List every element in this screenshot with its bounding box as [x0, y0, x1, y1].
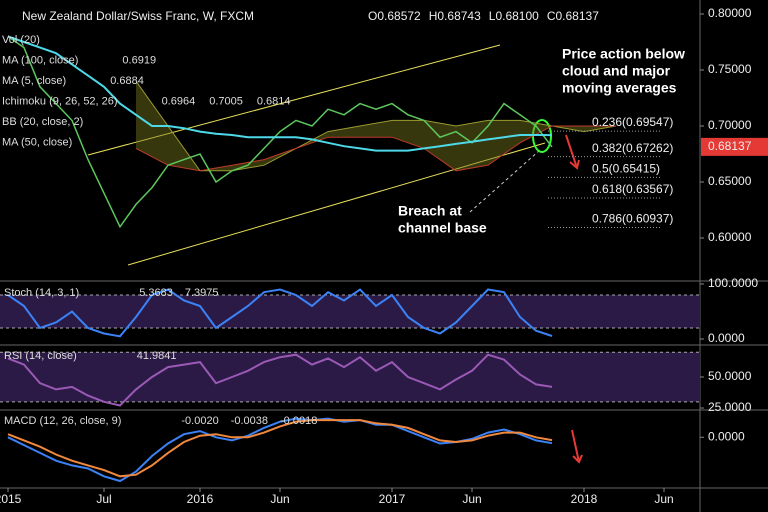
- x-tick-label: Jul: [96, 492, 111, 506]
- fib-label: 0.5(0.65415): [592, 162, 660, 176]
- ohlc-label: C0.68137: [547, 9, 599, 23]
- indicator-name: BB (20, close, 2): [2, 116, 83, 128]
- annotation: cloud and major: [562, 63, 671, 79]
- channel-lines: [87, 44, 546, 266]
- annotation: moving averages: [562, 80, 677, 96]
- series-line: [7, 35, 553, 229]
- last-price-label: 0.68137: [708, 139, 752, 153]
- ohlc-label: H0.68743: [429, 9, 481, 23]
- series-line: [7, 353, 553, 407]
- indicator-reading: 0.6964: [162, 95, 196, 107]
- x-tick-label: Jun: [270, 492, 289, 506]
- chart-title: New Zealand Dollar/Swiss Franc, W, FXCM: [22, 9, 254, 23]
- x-tick-label: 2015: [0, 492, 22, 506]
- indicator-reading: 0.7005: [209, 95, 243, 107]
- panel-name: Stoch (14, 3, 1): [4, 287, 79, 299]
- fib-label: 0.382(0.67262): [592, 141, 673, 155]
- panel-reading: -0.0020: [181, 415, 218, 427]
- ichimoku-cloud: [136, 81, 616, 171]
- x-tick-label: 2018: [571, 492, 598, 506]
- panel-name: MACD (12, 26, close, 9): [4, 415, 121, 427]
- y-tick-label: 0.60000: [708, 230, 752, 244]
- cloud-span-a: [135, 80, 617, 172]
- fib-label: 0.236(0.69547): [592, 115, 673, 129]
- indicator-reading: 0.6884: [110, 75, 144, 87]
- ohlc-label: O0.68572: [368, 9, 421, 23]
- panel-reading: -0.0018: [280, 415, 317, 427]
- series-line: [7, 288, 553, 338]
- y-tick-label: 50.0000: [708, 369, 752, 383]
- panel-reading: -0.0038: [231, 415, 268, 427]
- indicator-name: Vol (20): [2, 34, 40, 46]
- indicator-name: MA (50, close): [2, 136, 72, 148]
- y-tick-label: 0.70000: [708, 118, 752, 132]
- y-tick-label: 0.80000: [708, 6, 752, 20]
- y-tick-label: 25.0000: [708, 400, 752, 414]
- panel-name: RSI (14, close): [4, 350, 77, 362]
- panel-reading: 5.3683: [139, 287, 173, 299]
- level-band: [0, 352, 700, 402]
- indicator-name: Ichimoku (9, 26, 52, 26): [2, 95, 118, 107]
- x-tick-label: 2017: [379, 492, 406, 506]
- fib-label: 0.618(0.63567): [592, 182, 673, 196]
- fib-label: 0.786(0.60937): [592, 212, 673, 226]
- indicator-name: MA (5, close): [2, 75, 66, 87]
- series-line: [7, 35, 553, 152]
- indicator-name: MA (100, close): [2, 54, 78, 66]
- level-band: [0, 294, 700, 328]
- y-tick-label: 0.0000: [708, 429, 745, 443]
- indicator-reading: 0.6814: [257, 95, 291, 107]
- indicator-reading: 0.6919: [122, 54, 156, 66]
- y-tick-label: 0.75000: [708, 62, 752, 76]
- panel-reading: 41.9841: [137, 350, 177, 362]
- x-tick-label: Jun: [654, 492, 673, 506]
- ohlc-label: L0.68100: [489, 9, 539, 23]
- annotation: Breach at: [398, 203, 462, 219]
- y-tick-label: 0.0000: [708, 331, 745, 345]
- x-tick-label: Jun: [462, 492, 481, 506]
- y-tick-label: 0.65000: [708, 174, 752, 188]
- last-price-box: [701, 137, 768, 156]
- panel-reading: 7.3975: [185, 287, 219, 299]
- x-tick-label: 2016: [187, 492, 214, 506]
- annotation: Price action below: [562, 46, 685, 62]
- series-line: [7, 419, 553, 478]
- y-tick-label: 100.0000: [708, 276, 758, 290]
- annotation: channel base: [398, 220, 487, 236]
